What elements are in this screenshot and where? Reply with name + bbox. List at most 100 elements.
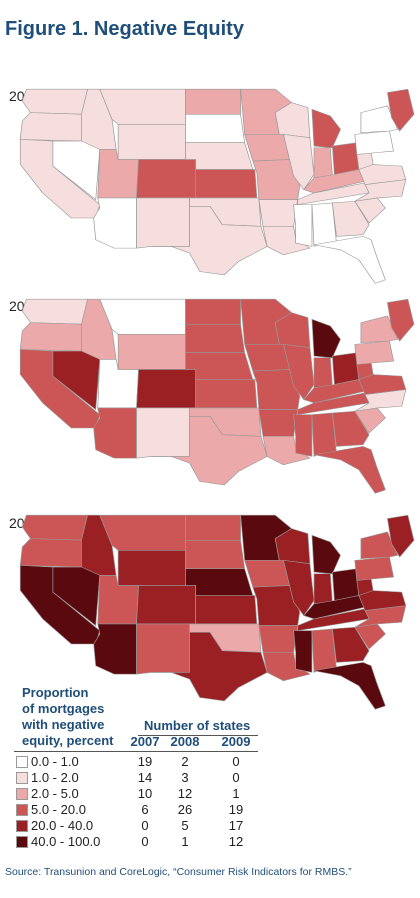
state-nd bbox=[185, 88, 241, 115]
state-nm bbox=[136, 623, 190, 675]
state-co bbox=[136, 585, 197, 625]
state-wa bbox=[21, 298, 88, 325]
legend-count-2008: 1 bbox=[181, 834, 189, 849]
state-wa bbox=[21, 88, 88, 115]
legend-row: 2.0 - 5.0 10 12 1 bbox=[0, 786, 420, 802]
state-ks bbox=[195, 595, 258, 625]
legend-swatch bbox=[16, 804, 28, 816]
state-co bbox=[136, 159, 197, 199]
state-ny bbox=[360, 105, 399, 133]
state-al bbox=[311, 202, 337, 247]
state-pa bbox=[354, 340, 394, 365]
state-az bbox=[93, 197, 137, 249]
state-la bbox=[262, 436, 311, 466]
state-nv bbox=[52, 140, 101, 201]
state-mi bbox=[311, 318, 341, 359]
state-sd bbox=[185, 323, 246, 354]
legend-range: 20.0 - 40.0 bbox=[31, 818, 94, 833]
state-tx bbox=[150, 631, 268, 702]
us-map-2009 bbox=[19, 514, 415, 710]
state-in bbox=[313, 357, 333, 389]
state-ga bbox=[331, 200, 370, 237]
legend-count-2009: 17 bbox=[228, 818, 244, 833]
state-ne6 bbox=[387, 514, 415, 558]
legend-heading-3: with negative bbox=[22, 717, 105, 732]
state-nv bbox=[52, 566, 101, 627]
state-ny bbox=[360, 315, 399, 343]
figure-title: Figure 1. Negative Equity bbox=[5, 18, 244, 40]
state-in bbox=[313, 573, 333, 605]
state-mt bbox=[99, 514, 186, 551]
state-tx bbox=[150, 205, 268, 276]
state-or bbox=[19, 112, 86, 142]
legend-swatch bbox=[16, 820, 28, 832]
state-mt bbox=[99, 298, 186, 335]
legend-row: 20.0 - 40.0 0 5 17 bbox=[0, 818, 420, 834]
state-al bbox=[311, 628, 337, 673]
state-pa bbox=[354, 130, 394, 155]
legend-row: 40.0 - 100.0 0 1 12 bbox=[0, 834, 420, 850]
legend-heading-1: Proportion bbox=[22, 685, 89, 700]
state-la bbox=[262, 226, 311, 256]
state-wy bbox=[117, 124, 186, 160]
legend-count-2009: 19 bbox=[228, 802, 244, 817]
legend-count-2007: 10 bbox=[137, 786, 153, 801]
number-of-states-label: Number of states bbox=[144, 718, 251, 733]
state-ga bbox=[331, 410, 370, 447]
state-nd bbox=[185, 298, 241, 325]
state-oh bbox=[331, 568, 360, 601]
state-co bbox=[136, 369, 197, 409]
state-or bbox=[19, 538, 86, 568]
source-note: Source: Transunion and CoreLogic, “Consu… bbox=[5, 866, 352, 878]
state-il bbox=[282, 134, 315, 191]
state-la bbox=[262, 652, 311, 682]
state-ks bbox=[195, 379, 258, 409]
state-az bbox=[93, 407, 137, 459]
legend: Proportion of mortgages with negative eq… bbox=[0, 680, 420, 850]
legend-swatch bbox=[16, 788, 28, 800]
legend-count-2008: 3 bbox=[181, 770, 189, 785]
state-az bbox=[93, 623, 137, 675]
legend-count-2009: 0 bbox=[232, 770, 240, 785]
legend-count-2008: 2 bbox=[181, 754, 189, 769]
state-nd bbox=[185, 514, 241, 541]
state-nm bbox=[136, 407, 190, 459]
legend-count-2008: 12 bbox=[177, 786, 193, 801]
legend-swatch bbox=[16, 836, 28, 848]
state-wy bbox=[117, 334, 186, 370]
legend-count-2007: 19 bbox=[137, 754, 153, 769]
col-2007: 2007 bbox=[130, 734, 160, 749]
state-nv bbox=[52, 350, 101, 411]
legend-count-2009: 0 bbox=[232, 754, 240, 769]
state-ne6 bbox=[387, 88, 415, 132]
state-ga bbox=[331, 626, 370, 663]
state-ar bbox=[258, 625, 299, 653]
col-2009: 2009 bbox=[221, 734, 251, 749]
legend-heading-4: equity, percent bbox=[22, 733, 114, 748]
state-oh bbox=[331, 142, 360, 175]
legend-count-2008: 26 bbox=[177, 802, 193, 817]
legend-count-2009: 1 bbox=[232, 786, 240, 801]
header-rule bbox=[138, 735, 258, 736]
legend-range: 0.0 - 1.0 bbox=[31, 754, 79, 769]
state-or bbox=[19, 322, 86, 352]
state-ms bbox=[293, 414, 313, 457]
state-ne bbox=[185, 568, 254, 596]
map-states-group bbox=[19, 88, 415, 284]
legend-count-2007: 0 bbox=[141, 834, 149, 849]
state-fl bbox=[313, 236, 386, 284]
state-tx bbox=[150, 415, 268, 486]
state-al bbox=[311, 412, 337, 457]
state-nm bbox=[136, 197, 190, 249]
state-sd bbox=[185, 539, 246, 570]
legend-swatch bbox=[16, 772, 28, 784]
state-ks bbox=[195, 169, 258, 199]
state-mi bbox=[311, 534, 341, 575]
state-il bbox=[282, 560, 315, 617]
legend-range: 40.0 - 100.0 bbox=[31, 834, 101, 849]
legend-range: 5.0 - 20.0 bbox=[31, 802, 86, 817]
state-in bbox=[313, 147, 333, 179]
state-wa bbox=[21, 514, 88, 541]
state-ar bbox=[258, 199, 299, 227]
state-ms bbox=[293, 204, 313, 247]
